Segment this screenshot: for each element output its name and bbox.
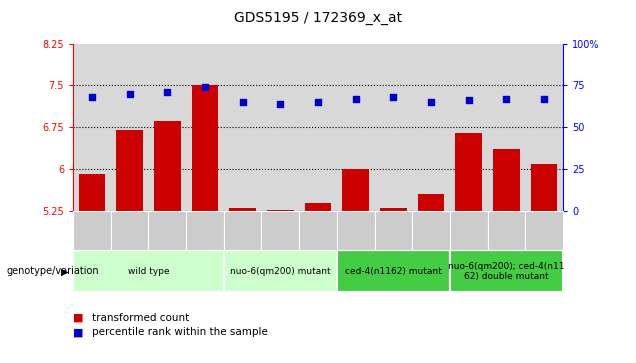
Bar <box>343 169 369 211</box>
Point <box>501 96 511 102</box>
Bar <box>305 203 331 211</box>
Point <box>350 96 361 102</box>
Text: ced-4(n1162) mutant: ced-4(n1162) mutant <box>345 267 442 276</box>
Bar <box>455 132 482 211</box>
Bar <box>493 149 520 211</box>
Bar <box>531 164 557 211</box>
Text: nuo-6(qm200) mutant: nuo-6(qm200) mutant <box>230 267 331 276</box>
Text: ■: ■ <box>73 327 84 337</box>
Point <box>464 97 474 103</box>
Bar <box>380 208 406 211</box>
Text: genotype/variation: genotype/variation <box>6 266 99 276</box>
Point <box>125 91 135 97</box>
Point <box>162 89 172 95</box>
Point <box>87 94 97 100</box>
Text: transformed count: transformed count <box>92 313 190 323</box>
Text: percentile rank within the sample: percentile rank within the sample <box>92 327 268 337</box>
Text: wild type: wild type <box>128 267 169 276</box>
Bar <box>116 130 143 211</box>
Bar <box>230 208 256 211</box>
Bar <box>192 85 218 211</box>
Bar <box>267 210 294 211</box>
Bar <box>79 174 105 211</box>
Text: GDS5195 / 172369_x_at: GDS5195 / 172369_x_at <box>234 11 402 25</box>
Point <box>539 96 549 102</box>
Point <box>426 99 436 105</box>
Point <box>313 99 323 105</box>
Text: ■: ■ <box>73 313 84 323</box>
Point <box>238 99 248 105</box>
Bar <box>418 194 444 211</box>
Point <box>275 101 286 107</box>
Bar <box>154 122 181 211</box>
Point <box>200 84 210 90</box>
Text: nuo-6(qm200); ced-4(n11
62) double mutant: nuo-6(qm200); ced-4(n11 62) double mutan… <box>448 262 565 281</box>
Point <box>388 94 398 100</box>
Text: ▶: ▶ <box>61 266 69 276</box>
